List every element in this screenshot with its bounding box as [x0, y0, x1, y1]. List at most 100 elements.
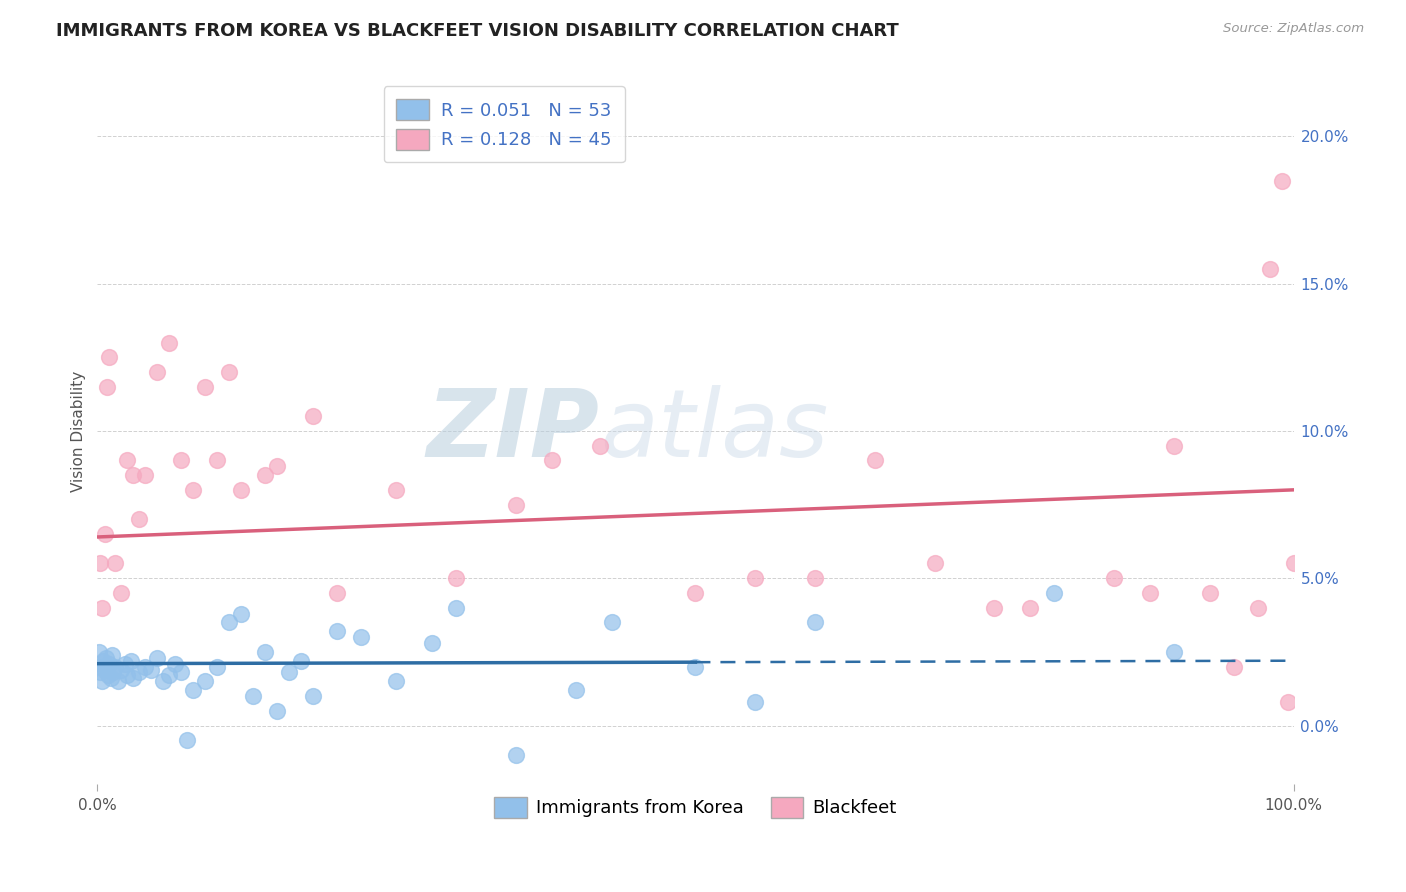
Point: [117, 668, 139, 682]
Point: [541, 453, 564, 467]
Point: [1270, 173, 1292, 187]
Point: [301, 409, 323, 424]
Point: [141, 663, 163, 677]
Point: [229, 607, 252, 621]
Point: [804, 571, 827, 585]
Point: [1222, 659, 1244, 673]
Point: [600, 615, 623, 630]
Point: [94, 650, 117, 665]
Point: [122, 672, 145, 686]
Point: [218, 365, 240, 379]
Point: [91, 600, 114, 615]
Point: [1163, 439, 1185, 453]
Text: Source: ZipAtlas.com: Source: ZipAtlas.com: [1223, 22, 1364, 36]
Point: [89, 665, 111, 680]
Point: [170, 453, 193, 467]
Point: [128, 512, 150, 526]
Point: [685, 586, 707, 600]
Point: [194, 674, 217, 689]
Text: ZIP: ZIP: [427, 385, 600, 477]
Point: [96, 380, 118, 394]
Point: [1277, 695, 1299, 709]
Point: [110, 586, 132, 600]
Point: [1282, 557, 1305, 571]
Point: [983, 600, 1005, 615]
Point: [1246, 600, 1268, 615]
Y-axis label: Vision Disability: Vision Disability: [72, 370, 86, 491]
Point: [176, 733, 198, 747]
Point: [1198, 586, 1220, 600]
Point: [924, 557, 946, 571]
Point: [100, 672, 122, 686]
Point: [420, 636, 443, 650]
Point: [242, 689, 264, 703]
Point: [385, 674, 408, 689]
Point: [253, 645, 276, 659]
Point: [444, 571, 467, 585]
Point: [589, 439, 612, 453]
Point: [110, 663, 132, 677]
Point: [1258, 261, 1281, 276]
Point: [87, 645, 110, 659]
Point: [134, 659, 156, 673]
Point: [1139, 586, 1161, 600]
Point: [205, 453, 228, 467]
Text: IMMIGRANTS FROM KOREA VS BLACKFEET VISION DISABILITY CORRELATION CHART: IMMIGRANTS FROM KOREA VS BLACKFEET VISIO…: [56, 22, 898, 40]
Point: [146, 650, 169, 665]
Point: [165, 657, 187, 671]
Point: [1043, 586, 1066, 600]
Point: [146, 365, 169, 379]
Point: [97, 668, 120, 682]
Point: [91, 654, 114, 668]
Point: [90, 659, 112, 673]
Point: [181, 683, 204, 698]
Point: [863, 453, 886, 467]
Point: [205, 659, 228, 673]
Point: [89, 557, 111, 571]
Point: [152, 674, 174, 689]
Point: [301, 689, 323, 703]
Point: [385, 483, 408, 497]
Point: [157, 668, 180, 682]
Point: [266, 459, 288, 474]
Point: [744, 571, 766, 585]
Point: [104, 557, 127, 571]
Text: atlas: atlas: [600, 385, 828, 476]
Point: [93, 527, 115, 541]
Point: [266, 704, 288, 718]
Point: [104, 659, 127, 673]
Point: [117, 453, 139, 467]
Point: [325, 624, 347, 639]
Point: [134, 468, 156, 483]
Point: [122, 468, 145, 483]
Point: [1019, 600, 1042, 615]
Point: [114, 657, 136, 671]
Point: [744, 695, 766, 709]
Point: [93, 663, 115, 677]
Point: [505, 747, 527, 762]
Point: [229, 483, 252, 497]
Point: [349, 630, 371, 644]
Point: [98, 351, 121, 365]
Point: [1163, 645, 1185, 659]
Point: [100, 648, 122, 662]
Point: [157, 335, 180, 350]
Point: [101, 665, 124, 680]
Point: [804, 615, 827, 630]
Point: [290, 654, 312, 668]
Point: [685, 659, 707, 673]
Point: [91, 674, 114, 689]
Point: [128, 665, 150, 680]
Point: [505, 498, 527, 512]
Point: [1102, 571, 1125, 585]
Legend: Immigrants from Korea, Blackfeet: Immigrants from Korea, Blackfeet: [486, 789, 904, 825]
Point: [98, 657, 121, 671]
Point: [277, 665, 299, 680]
Point: [96, 659, 118, 673]
Point: [194, 380, 217, 394]
Point: [107, 674, 129, 689]
Point: [170, 665, 193, 680]
Point: [218, 615, 240, 630]
Point: [120, 654, 142, 668]
Point: [325, 586, 347, 600]
